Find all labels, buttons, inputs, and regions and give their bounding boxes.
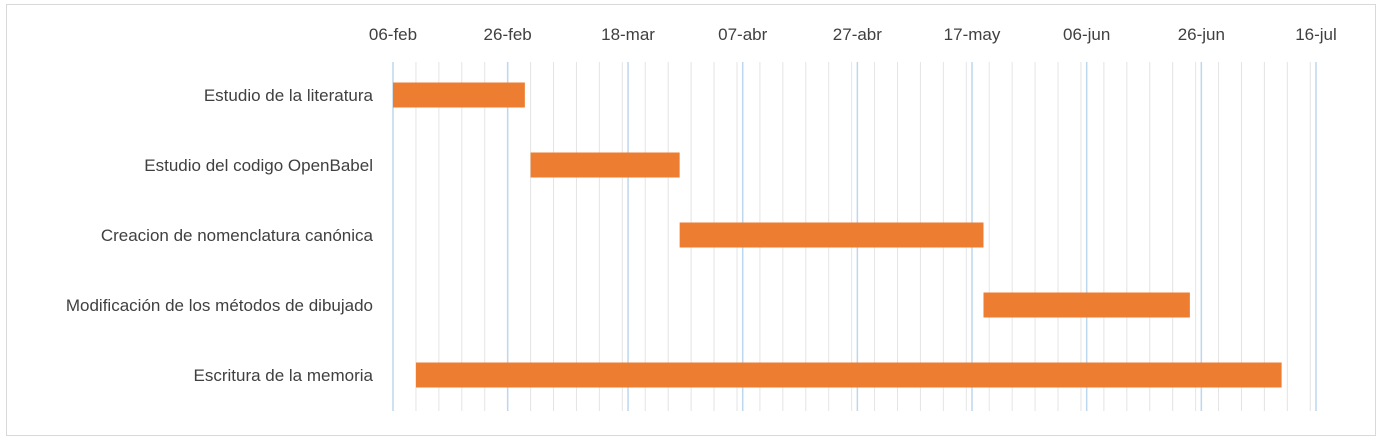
x-tick-label: 17-may (944, 25, 1001, 44)
task-bar (415, 362, 1282, 388)
task-bar (679, 222, 984, 248)
x-axis-ticks: 06-feb 26-feb 18-mar 07-abr 27-abr 17-may 06-j… (369, 25, 1337, 44)
task-label: Modificación de los métodos de dibujado (66, 296, 373, 315)
x-tick-label: 26-jun (1178, 25, 1225, 44)
task-label: Creacion de nomenclatura canónica (101, 226, 374, 245)
major-gridlines (392, 62, 1317, 411)
task-bar (393, 82, 525, 108)
task-bar (983, 292, 1190, 318)
x-tick-label: 27-abr (833, 25, 882, 44)
task-label: Estudio de la literatura (204, 86, 374, 105)
task-bar (530, 152, 680, 178)
task-label: Estudio del codigo OpenBabel (144, 156, 373, 175)
x-tick-label: 26-feb (484, 25, 532, 44)
x-tick-label: 06-jun (1063, 25, 1110, 44)
task-labels: Estudio de la literatura Estudio del codi… (66, 86, 374, 385)
x-tick-label: 06-feb (369, 25, 417, 44)
task-bars (393, 82, 1282, 388)
x-tick-label: 07-abr (718, 25, 767, 44)
x-tick-label: 16-jul (1295, 25, 1337, 44)
x-tick-label: 18-mar (601, 25, 655, 44)
task-label: Escritura de la memoria (193, 366, 373, 385)
